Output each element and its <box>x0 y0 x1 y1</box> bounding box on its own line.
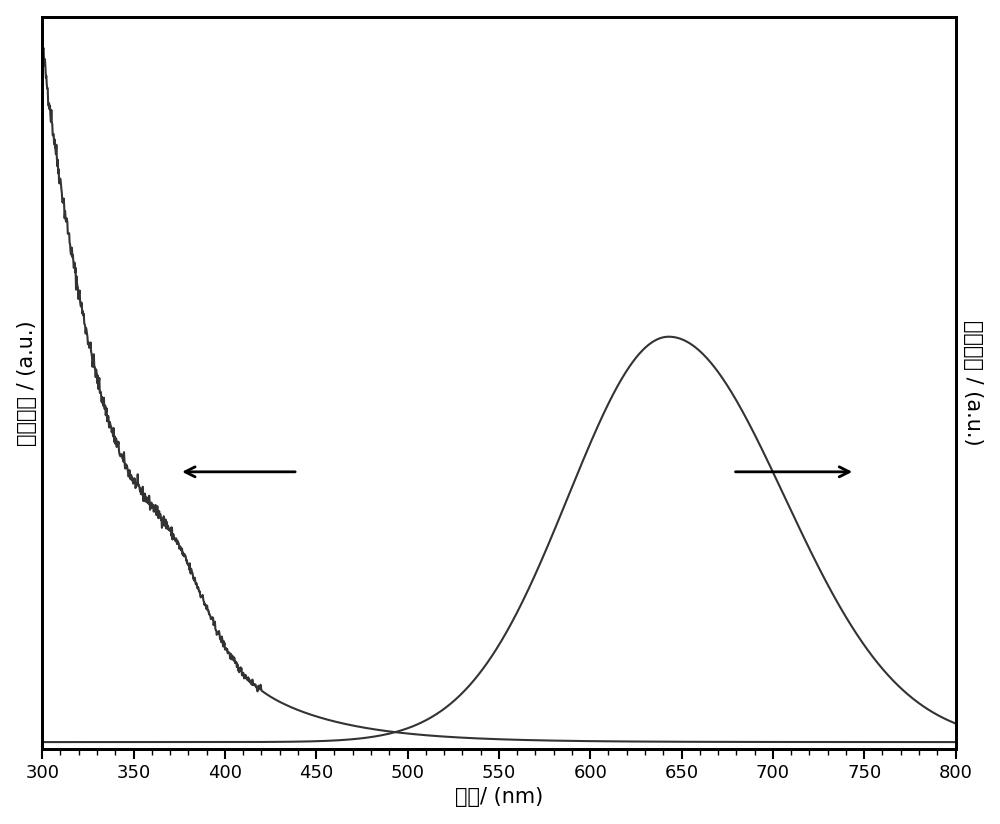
Y-axis label: 发光强度 / (a.u.): 发光强度 / (a.u.) <box>963 320 983 446</box>
Y-axis label: 吸收强度 / (a.u.): 吸收强度 / (a.u.) <box>17 320 37 446</box>
X-axis label: 波长/ (nm): 波长/ (nm) <box>455 788 543 808</box>
